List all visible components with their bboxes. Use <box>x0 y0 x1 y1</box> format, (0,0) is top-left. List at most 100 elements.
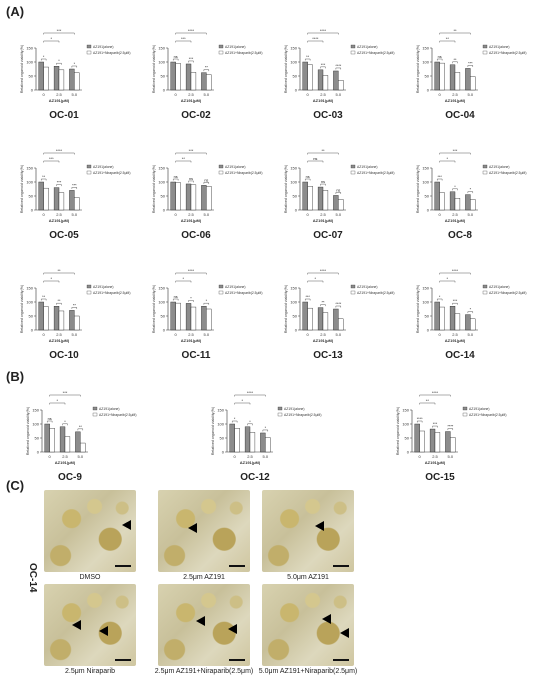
legend-swatch-alone <box>218 284 224 289</box>
sig-bracket <box>437 58 443 61</box>
bar-chart-oc-14: 0 50 100 150 Relatived organoid viability(%)… <box>410 258 538 358</box>
bar-alone <box>465 194 471 211</box>
bar-combo <box>74 197 80 211</box>
top-sig-label: ns <box>313 156 317 161</box>
chart-title: OC-05 <box>49 230 79 241</box>
top-bracket <box>175 40 192 43</box>
x-axis-label: AZ191(μM) <box>55 460 76 465</box>
scale-bar <box>115 659 131 661</box>
legend-swatch-alone <box>86 284 92 289</box>
y-tick-label: 0 <box>295 208 298 213</box>
bar-alone <box>69 190 75 211</box>
y-tick-label: 150 <box>26 166 33 171</box>
legend-swatch-combo <box>482 290 488 295</box>
sig-bracket <box>467 65 473 67</box>
x-tick-label: 5.0 <box>468 212 474 217</box>
x-tick-label: 0 <box>307 332 310 337</box>
legend-label-combo: AZ191+Niraparib(2.5μM) <box>93 291 130 295</box>
y-axis-label: Relatived organoid viability(%) <box>211 407 215 455</box>
bar-alone <box>185 183 192 211</box>
x-tick-label: 0 <box>175 212 178 217</box>
legend-swatch-combo <box>350 170 356 175</box>
bar-alone <box>414 423 420 453</box>
bar-combo <box>80 442 86 453</box>
x-tick-label: 5.0 <box>204 212 210 217</box>
chart-title: OC-8 <box>448 230 472 241</box>
y-tick-label: 100 <box>290 300 297 305</box>
sig-bracket <box>305 178 311 181</box>
bar-combo <box>74 72 80 91</box>
x-tick-label: 5.0 <box>468 332 474 337</box>
y-axis-label: Relatived organoid viability(%) <box>416 285 420 333</box>
legend-label-combo: AZ191+Niraparib(2.5μM) <box>93 51 130 55</box>
y-axis-label: Relatived organoid viability(%) <box>284 285 288 333</box>
x-axis-label: AZ191(μM) <box>313 218 334 223</box>
chart-title: OC-12 <box>240 472 270 483</box>
x-tick-label: 2.5 <box>452 212 458 217</box>
chart-title: OC-07 <box>313 230 343 241</box>
sig-label: ns <box>174 295 178 299</box>
x-tick-label: 5.0 <box>72 92 78 97</box>
chart-title: OC-01 <box>49 110 79 121</box>
sig-label: ns <box>48 417 52 421</box>
legend-swatch-combo <box>86 170 92 175</box>
sig-label: * <box>439 295 441 299</box>
sig-bracket <box>41 178 47 181</box>
bar-alone <box>333 70 339 91</box>
micrograph-label: 5.0μm AZ191+Niraparib(2.5μm) <box>258 668 358 675</box>
sig-bracket <box>41 298 47 301</box>
arrowhead-icon <box>315 521 324 531</box>
y-tick-label: 0 <box>163 328 166 333</box>
sig-bracket <box>203 303 209 305</box>
x-axis-label: AZ191(μM) <box>181 218 202 223</box>
legend-label-alone: AZ191(alone) <box>284 407 305 411</box>
x-tick-label: 5.0 <box>72 212 78 217</box>
y-tick-label: 150 <box>422 286 429 291</box>
top-bracket <box>43 32 75 35</box>
legend-swatch-combo <box>218 50 224 55</box>
x-tick-label: 5.0 <box>448 454 454 459</box>
sig-label: ** <box>79 425 82 429</box>
sig-bracket <box>437 298 443 301</box>
x-tick-label: 5.0 <box>204 92 210 97</box>
top-sig-label: **** <box>312 36 319 41</box>
top-bracket <box>43 280 60 283</box>
legend-swatch-alone <box>218 164 224 169</box>
bar-alone <box>44 423 50 453</box>
legend-label-combo: AZ191+Niraparib(2.5μM) <box>284 413 321 417</box>
legend-label-combo: AZ191+Niraparib(2.5μM) <box>93 171 130 175</box>
sig-bracket <box>305 58 311 61</box>
y-tick-label: 50 <box>405 436 410 441</box>
sig-label: *** <box>433 422 438 426</box>
sig-label: **** <box>335 302 341 306</box>
top-sig-label: **** <box>56 148 63 153</box>
bar-alone <box>185 303 192 331</box>
legend-label-alone: AZ191(alone) <box>357 165 378 169</box>
bar-combo <box>249 432 256 453</box>
sig-label: *** <box>453 299 458 303</box>
x-axis-label: AZ191(μM) <box>49 218 70 223</box>
sig-bracket <box>417 420 423 423</box>
bar-combo <box>64 436 71 453</box>
legend-swatch-combo <box>482 170 488 175</box>
y-tick-label: 150 <box>290 46 297 51</box>
legend-swatch-alone <box>86 44 92 49</box>
y-tick-label: 150 <box>422 166 429 171</box>
bar-chart-oc-15: 0 50 100 150 Relatived organoid viability(%)… <box>390 380 518 480</box>
x-tick-label: 0 <box>439 332 442 337</box>
chart-title: OC-04 <box>445 110 475 121</box>
legend-label-combo: AZ191+Niraparib(2.5μM) <box>489 171 526 175</box>
bar-combo <box>307 307 313 331</box>
legend-label-alone: AZ191(alone) <box>469 407 490 411</box>
legend-swatch-combo <box>218 290 224 295</box>
chart-title: OC-02 <box>181 110 211 121</box>
top-sig-label: * <box>51 36 53 41</box>
x-axis-label: AZ191(μM) <box>313 338 334 343</box>
y-tick-label: 100 <box>32 422 39 427</box>
